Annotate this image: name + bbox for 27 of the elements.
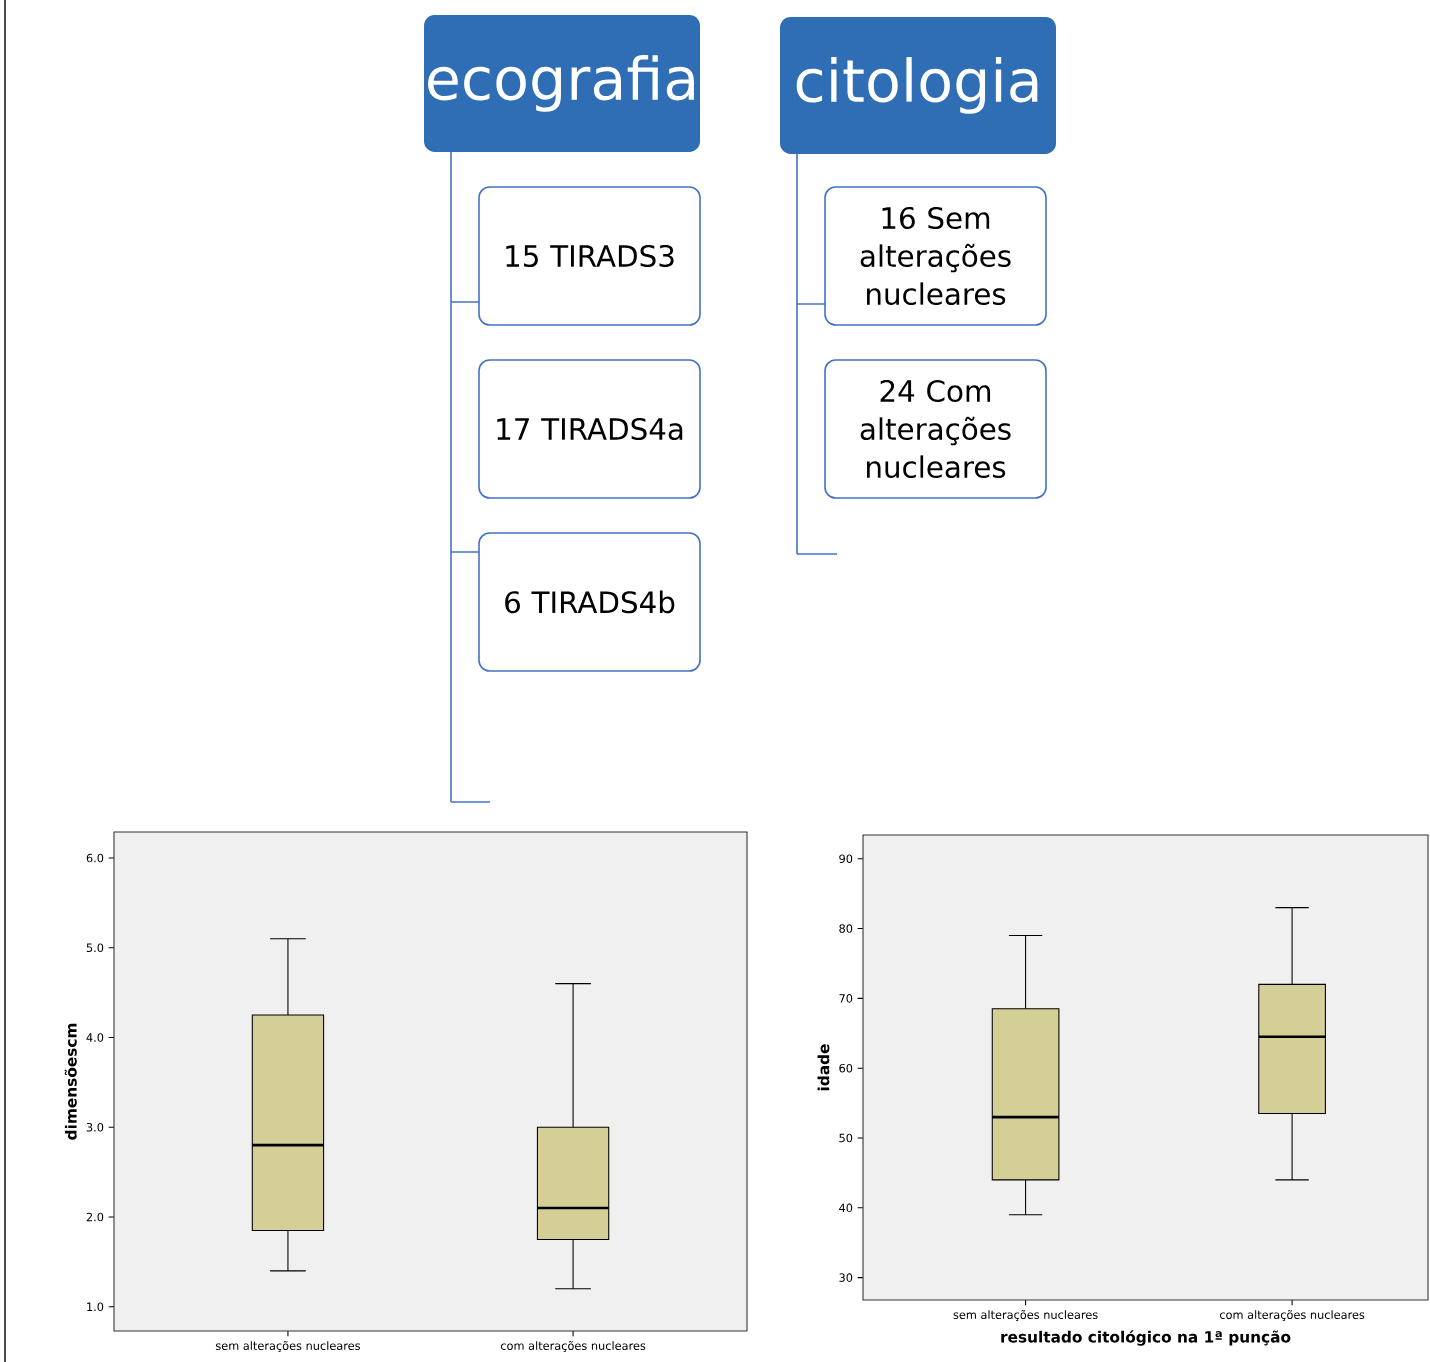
y-tick-label: 2.0 [86, 1212, 104, 1222]
y-tick-label: 4.0 [86, 1033, 104, 1042]
text: 17 TIRADS4a [497, 417, 683, 441]
y-tick-label: 90 [839, 854, 853, 864]
x-axis-title: resultado citológico na 1ª punção [1001, 1330, 1291, 1346]
y-tick-label: 40 [839, 1203, 853, 1213]
y-tick-label: 5.0 [86, 943, 104, 953]
text: ecografia [428, 55, 694, 112]
text: 15 TIRADS3 [506, 244, 674, 268]
y-tick-label: 1.0 [87, 1302, 104, 1312]
text: citologia [796, 57, 1038, 114]
y-axis-title: dimensõescm [64, 1023, 77, 1140]
y-tick-label: 6.0 [86, 853, 104, 863]
x-tick-label: sem alterações nucleares [215, 1341, 361, 1353]
y-tick-label: 70 [839, 994, 853, 1003]
x-tick-label: com alterações nucleares [1219, 1310, 1365, 1322]
y-tick-label: 80 [839, 924, 853, 933]
text: 16 Sem alterações nucleares [860, 206, 1011, 306]
y-tick-label: 50 [839, 1133, 853, 1143]
text: 6 TIRADS4b [505, 590, 675, 614]
y-tick-label: 60 [839, 1063, 853, 1073]
x-tick-label: sem alterações nucleares [953, 1310, 1098, 1322]
x-tick-label: com alterações nucleares [500, 1341, 646, 1353]
y-tick-label: 3.0 [86, 1122, 104, 1132]
y-tick-label: 30 [839, 1273, 853, 1282]
y-axis-title: idade [817, 1044, 830, 1091]
text: 24 Com alterações nucleares [860, 379, 1011, 479]
